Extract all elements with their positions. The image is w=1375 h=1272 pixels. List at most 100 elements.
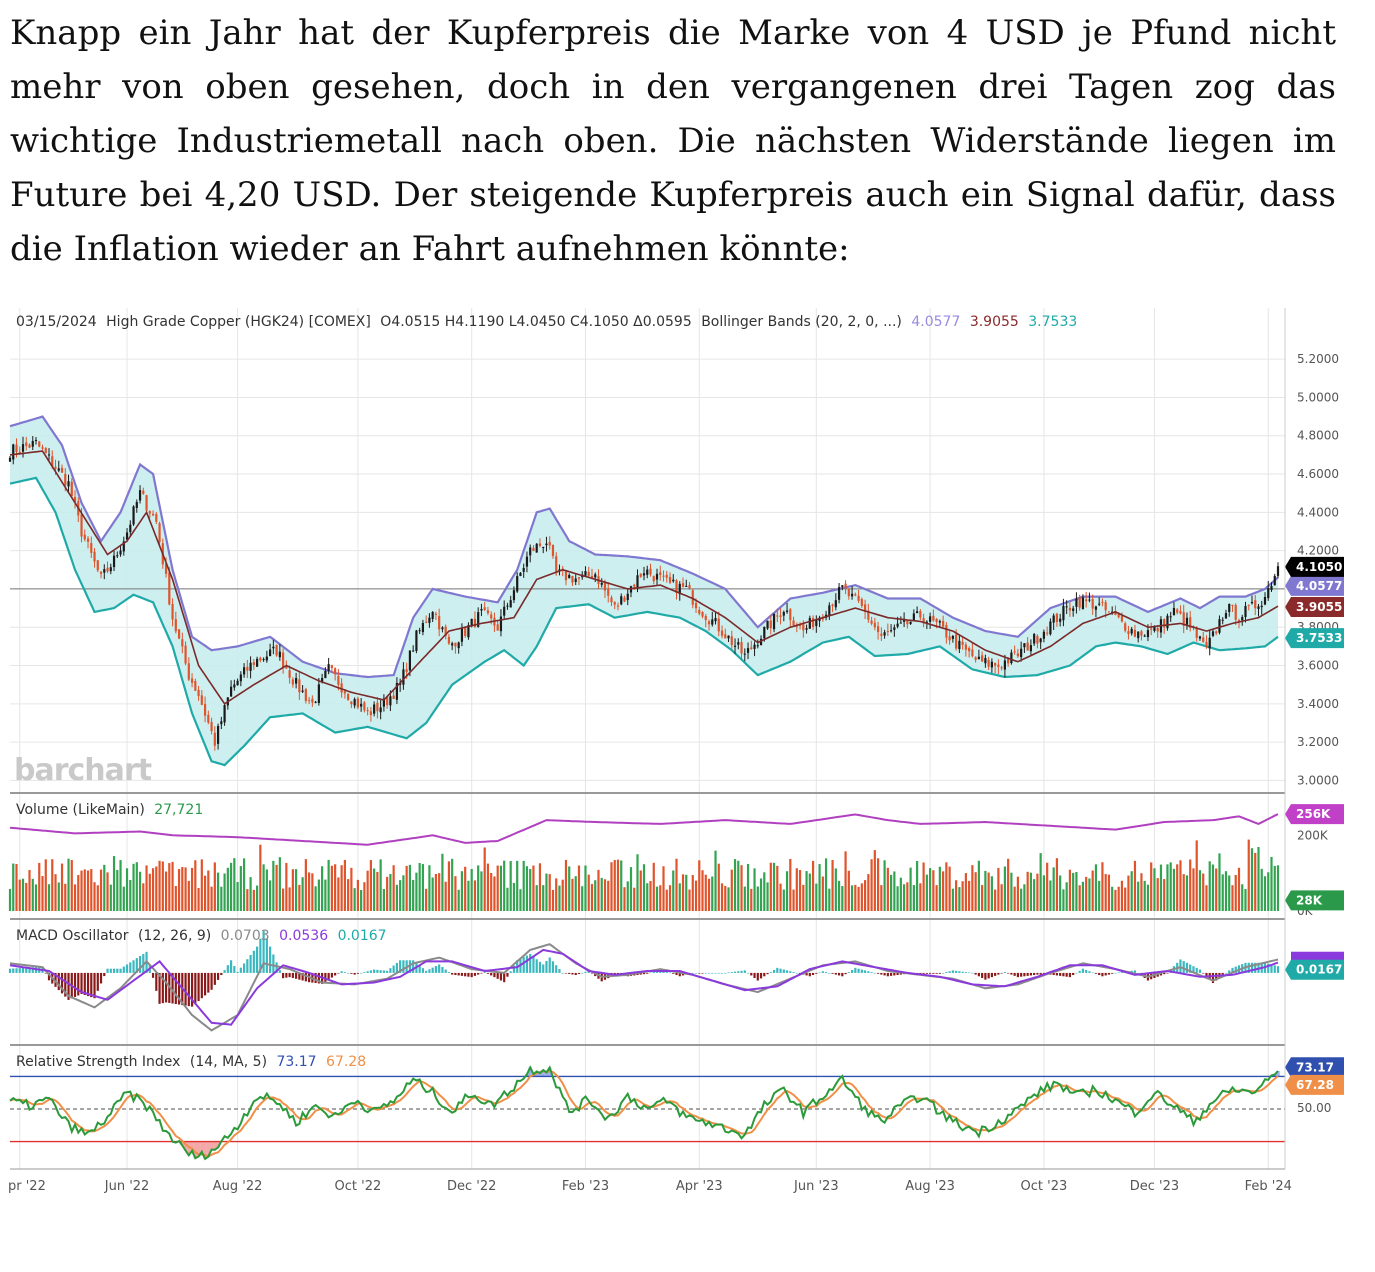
macd-hist-bar xyxy=(379,970,382,973)
volume-bar xyxy=(594,880,597,911)
macd-hist-bar xyxy=(717,972,720,974)
candle-body xyxy=(522,567,525,572)
volume-bar xyxy=(841,886,844,911)
macd-hist-bar xyxy=(1059,972,1062,976)
candle-body xyxy=(1260,605,1263,608)
volume-bar xyxy=(555,878,558,911)
rsi-tag: 73.17 xyxy=(1285,1057,1344,1078)
candle-body xyxy=(662,575,665,577)
macd-hist-bar xyxy=(1007,972,1010,974)
candle-body xyxy=(233,684,236,688)
header-date: 03/15/2024 xyxy=(16,314,97,330)
candle-body xyxy=(470,618,473,627)
volume-bar xyxy=(142,883,145,911)
candle-body xyxy=(467,625,470,638)
macd-signal-tag xyxy=(1291,951,1344,962)
volume-bar xyxy=(483,847,486,911)
candle-body xyxy=(229,686,233,697)
volume-bar xyxy=(522,860,525,911)
macd-hist-bar xyxy=(1205,972,1208,977)
candle-body xyxy=(255,658,259,667)
macd-hist-bar xyxy=(343,972,346,973)
candle-body xyxy=(704,615,707,621)
grid-lines xyxy=(10,308,1285,1169)
volume-bar xyxy=(929,868,932,911)
macd-hist-bar xyxy=(532,956,535,973)
candle-body xyxy=(870,620,873,624)
macd-hist-bar xyxy=(821,971,824,973)
candle-body xyxy=(1221,619,1224,621)
volume-tick-label: 200K xyxy=(1297,828,1329,842)
volume-bar xyxy=(431,877,434,911)
candle-body xyxy=(236,680,239,686)
candle-body xyxy=(1270,586,1273,591)
macd-hist-bar xyxy=(1267,963,1270,973)
candle-body xyxy=(798,625,802,627)
candle-body xyxy=(93,551,96,562)
volume-bar xyxy=(38,862,41,911)
macd-hist-bar xyxy=(57,972,60,991)
candle-body xyxy=(691,590,694,605)
volume-bar xyxy=(701,870,704,911)
macd-hist-bar xyxy=(399,960,402,973)
volume-bar xyxy=(1195,840,1198,911)
rsi-oversold-fill xyxy=(193,1141,198,1159)
candle-body xyxy=(60,467,64,473)
macd-hist-bar xyxy=(880,972,883,975)
volume-bar xyxy=(844,851,847,911)
volume-bar xyxy=(971,865,974,911)
price-tag: 4.1050 xyxy=(1285,556,1344,577)
time-tick-label: Jun '22 xyxy=(104,1179,150,1194)
candle-body xyxy=(239,674,242,682)
macd-panel: 0.0167 MACD Oscillator (12, 26, 9) 0.070… xyxy=(8,928,1344,1032)
volume-tag: 256K xyxy=(1285,804,1344,825)
candle-body xyxy=(633,584,636,587)
macd-hist-bar xyxy=(129,962,132,973)
volume-bar xyxy=(1107,874,1111,911)
candle-body xyxy=(314,701,317,703)
volume-bar xyxy=(21,878,25,911)
bollinger-middle-line xyxy=(9,450,1279,705)
volume-bar xyxy=(756,886,759,911)
macd-hist-bar xyxy=(506,972,509,977)
volume-bar xyxy=(203,875,207,911)
candle-body xyxy=(1065,606,1068,608)
macd-hist-bar xyxy=(317,972,320,984)
volume-header: Volume (LikeMain) 27,721 xyxy=(16,802,203,818)
macd-hist-bar xyxy=(1062,972,1065,977)
candle-body xyxy=(886,631,889,633)
volume-bar xyxy=(1143,880,1146,911)
macd-hist-bar xyxy=(925,972,928,974)
macd-hist-bar xyxy=(772,969,776,973)
rsi-overbought-fill xyxy=(541,1070,545,1077)
candle-body xyxy=(158,523,161,543)
macd-hist-bar xyxy=(1098,972,1101,976)
volume-bar xyxy=(610,862,613,911)
macd-hist-bar xyxy=(649,972,652,974)
volume-bar xyxy=(1247,839,1250,911)
volume-bar xyxy=(96,885,99,911)
macd-hist-bar xyxy=(347,972,350,974)
macd-hist-bar xyxy=(314,972,317,984)
volume-bar xyxy=(886,867,889,911)
candle-body xyxy=(1016,653,1019,657)
macd-hist-bar xyxy=(776,967,779,973)
volume-bar xyxy=(408,864,412,911)
macd-hist-bar xyxy=(867,971,870,973)
macd-hist-bar xyxy=(236,971,239,973)
volume-bar xyxy=(399,880,402,911)
volume-bar xyxy=(1146,884,1150,911)
volume-bar xyxy=(652,862,655,911)
candle-body xyxy=(551,544,555,557)
macd-hist-bar xyxy=(792,972,795,973)
volume-bar xyxy=(607,880,610,911)
volume-bar xyxy=(623,887,626,911)
candle-body xyxy=(1205,641,1208,648)
candle-body xyxy=(480,608,483,611)
candle-body xyxy=(564,571,568,581)
bollinger-band-fill xyxy=(10,416,1278,766)
copper-chart: 5.20005.00004.80004.60004.40004.20004.00… xyxy=(8,308,1344,1194)
price-tick-label: 3.0000 xyxy=(1297,773,1339,787)
macd-hist-bar xyxy=(808,972,811,977)
macd-hist-bar xyxy=(233,966,236,973)
